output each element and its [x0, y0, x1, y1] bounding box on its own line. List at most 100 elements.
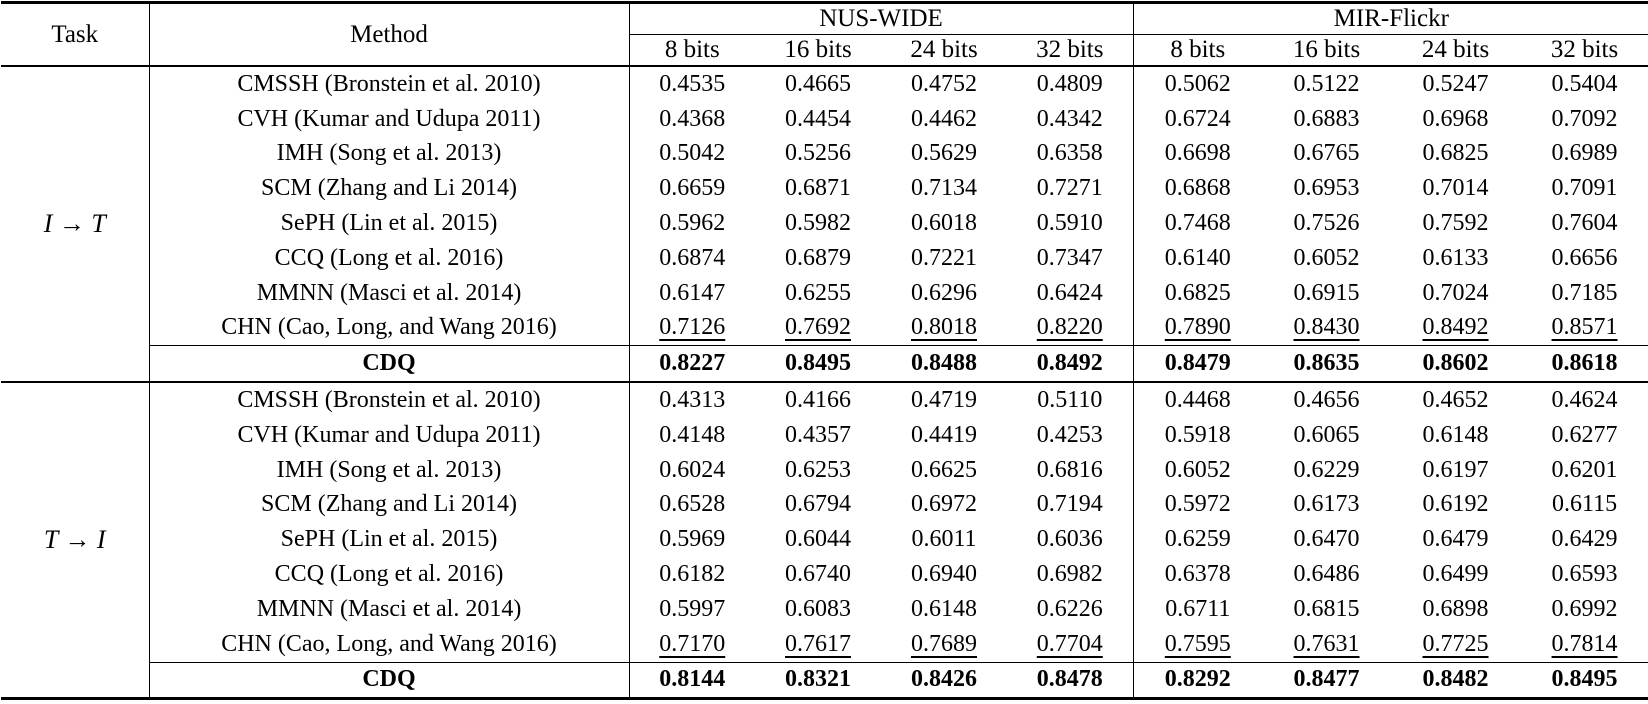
value-cell: 0.7692 — [785, 314, 851, 341]
value-cell: 0.4624 — [1551, 387, 1618, 414]
col-header-nus-16bits: 16 bits — [755, 34, 881, 67]
value-cell: 0.6898 — [1422, 595, 1489, 622]
value-cell: 0.4148 — [659, 421, 726, 448]
method-cell: SCM (Zhang and Li 2014) — [149, 487, 630, 523]
value-cell: 0.6940 — [911, 561, 977, 588]
value-cell: 0.6173 — [1293, 491, 1360, 518]
value-cell: 0.7024 — [1422, 279, 1489, 306]
value-cell: 0.8018 — [911, 314, 977, 341]
value-cell: 0.8571 — [1551, 314, 1618, 341]
value-cell: 0.5910 — [1007, 206, 1134, 241]
value-cell: 0.5918 — [1164, 421, 1231, 448]
value-cell: 0.5969 — [659, 526, 726, 553]
value-cell: 0.6115 — [1551, 491, 1618, 518]
value-cell: 0.8618 — [1520, 345, 1648, 384]
value-cell: 0.7185 — [1551, 279, 1618, 306]
table-row: CDQ 0.8227 0.8495 0.8488 0.8492 0.8479 0.8635 0… — [1, 345, 1648, 384]
col-header-nus-8bits: 8 bits — [629, 34, 755, 67]
value-cell: 0.8602 — [1391, 345, 1521, 384]
value-cell: 0.5404 — [1551, 70, 1618, 97]
value-cell: 0.6711 — [1165, 595, 1231, 622]
value-cell: 0.4357 — [785, 421, 851, 448]
value-cell: 0.6255 — [785, 279, 851, 306]
value-cell: 0.5962 — [659, 210, 726, 237]
value-cell: 0.6201 — [1551, 456, 1618, 483]
value-cell: 0.6765 — [1293, 140, 1360, 167]
value-cell: 0.7092 — [1551, 105, 1618, 132]
value-cell: 0.6656 — [1551, 244, 1618, 271]
value-cell: 0.4253 — [1007, 417, 1134, 453]
value-cell: 0.4752 — [911, 70, 977, 97]
value-cell: 0.6868 — [1164, 175, 1231, 202]
value-cell: 0.6479 — [1422, 526, 1489, 553]
method-cell: CVH (Kumar and Udupa 2011) — [149, 101, 630, 137]
value-cell: 0.6874 — [659, 244, 726, 271]
value-cell: 0.5122 — [1293, 70, 1360, 97]
value-cell: 0.6815 — [1293, 595, 1360, 622]
value-cell: 0.6698 — [1164, 140, 1231, 167]
value-cell: 0.6528 — [659, 491, 726, 518]
value-cell: 0.8292 — [1133, 661, 1263, 699]
value-cell: 0.6133 — [1422, 244, 1489, 271]
value-cell: 0.6147 — [659, 279, 726, 306]
value-cell: 0.6825 — [1164, 279, 1231, 306]
value-cell: 0.6424 — [1007, 275, 1134, 311]
value-cell: 0.8479 — [1133, 345, 1263, 384]
value-cell: 0.6148 — [1422, 421, 1489, 448]
method-cell: CHN (Cao, Long, and Wang 2016) — [149, 626, 630, 663]
value-cell: 0.7604 — [1551, 210, 1618, 237]
value-cell: 0.6226 — [1007, 591, 1134, 627]
table-body: I → T CMSSH (Bronstein et al. 2010) 0.4535… — [1, 66, 1648, 699]
value-cell: 0.8477 — [1262, 661, 1392, 699]
method-cell: CMSSH (Bronstein et al. 2010) — [149, 382, 630, 418]
value-cell: 0.6182 — [659, 561, 726, 588]
value-cell: 0.6794 — [785, 491, 851, 518]
value-cell: 0.7725 — [1422, 630, 1489, 657]
value-cell: 0.7631 — [1293, 630, 1360, 657]
value-cell: 0.5042 — [659, 140, 726, 167]
value-cell: 0.7595 — [1164, 630, 1231, 657]
table-row: CCQ (Long et al. 2016) 0.6874 0.6879 0.7221… — [1, 240, 1648, 276]
value-cell: 0.8478 — [1007, 661, 1134, 699]
value-cell: 0.6871 — [785, 175, 851, 202]
value-cell: 0.6879 — [785, 244, 851, 271]
value-cell: 0.6724 — [1164, 105, 1231, 132]
method-cell: IMH (Song et al. 2013) — [149, 136, 630, 172]
value-cell: 0.4166 — [785, 387, 851, 414]
value-cell: 0.6378 — [1164, 561, 1231, 588]
value-cell: 0.6052 — [1293, 244, 1360, 271]
value-cell: 0.5972 — [1164, 491, 1231, 518]
value-cell: 0.6659 — [659, 175, 726, 202]
value-cell: 0.6883 — [1293, 105, 1360, 132]
value-cell: 0.4368 — [659, 105, 726, 132]
method-cell: CMSSH (Bronstein et al. 2010) — [149, 66, 630, 102]
value-cell: 0.6816 — [1007, 452, 1134, 488]
value-cell: 0.8492 — [1007, 345, 1134, 384]
table-row: SePH (Lin et al. 2015) 0.5969 0.6044 0.6011… — [1, 522, 1648, 558]
value-cell: 0.6968 — [1422, 105, 1489, 132]
method-cell: MMNN (Masci et al. 2014) — [149, 275, 630, 311]
table-row: IMH (Song et al. 2013) 0.6024 0.6253 0.6625… — [1, 452, 1648, 488]
value-cell: 0.8430 — [1293, 314, 1360, 341]
value-cell: 0.7271 — [1007, 171, 1134, 207]
col-header-mir-16bits: 16 bits — [1262, 34, 1392, 67]
task-cell: T → I — [1, 382, 150, 699]
value-cell: 0.7617 — [785, 630, 851, 657]
table-row: CDQ 0.8144 0.8321 0.8426 0.8478 0.8292 0.8477 0… — [1, 661, 1648, 699]
value-cell: 0.6253 — [785, 456, 851, 483]
value-cell: 0.7814 — [1551, 630, 1618, 657]
value-cell: 0.6915 — [1293, 279, 1360, 306]
value-cell: 0.5110 — [1007, 382, 1134, 418]
value-cell: 0.4719 — [911, 387, 977, 414]
col-header-task: Task — [1, 2, 150, 67]
value-cell: 0.5982 — [785, 210, 851, 237]
value-cell: 0.4535 — [659, 70, 726, 97]
col-header-mir-32bits: 32 bits — [1520, 34, 1648, 67]
value-cell: 0.7704 — [1007, 626, 1134, 663]
value-cell: 0.7014 — [1422, 175, 1489, 202]
value-cell: 0.5629 — [911, 140, 977, 167]
col-header-nus-wide: NUS-WIDE — [629, 2, 1134, 35]
value-cell: 0.8482 — [1391, 661, 1521, 699]
